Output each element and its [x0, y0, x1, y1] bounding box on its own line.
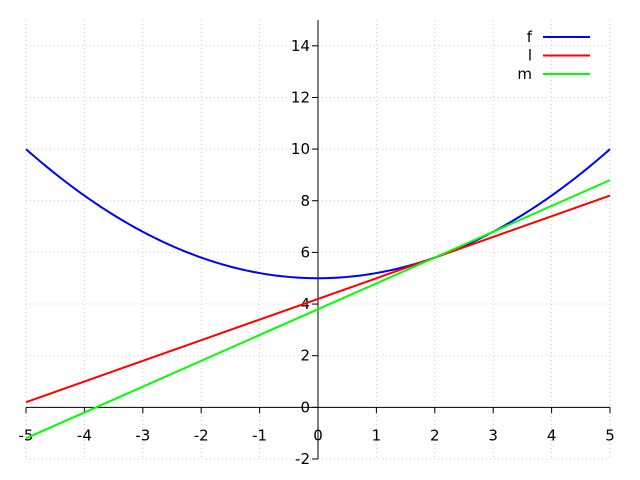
series-line-m: [25, 179, 611, 440]
x-tick-label: -5: [19, 426, 34, 444]
y-tick-label: 12: [291, 88, 310, 106]
axes: [26, 20, 610, 459]
series-line-f: [25, 148, 611, 280]
x-tick-label: 3: [488, 426, 498, 444]
legend-label-f: f: [527, 28, 533, 46]
x-tick-label: 0: [313, 426, 323, 444]
y-tick-label: 8: [300, 192, 310, 210]
legend-label-m: m: [517, 65, 532, 83]
x-tick-label: -2: [194, 426, 209, 444]
y-tick-label: 10: [291, 140, 310, 158]
y-tick-label: 2: [300, 347, 310, 365]
x-tick-label: 5: [605, 426, 615, 444]
legend-label-l: l: [528, 47, 532, 65]
series-lines: [25, 148, 611, 440]
x-tick-label: 1: [372, 426, 382, 444]
y-tick-label: 14: [291, 37, 310, 55]
x-tick-label: -4: [77, 426, 92, 444]
series-line-l: [25, 194, 611, 404]
y-tick-label: 6: [300, 243, 310, 261]
legend: flm: [517, 28, 590, 83]
x-tick-label: -1: [252, 426, 267, 444]
x-tick-label: 4: [547, 426, 557, 444]
x-tick-label: -3: [135, 426, 150, 444]
y-tick-label: 0: [300, 398, 310, 416]
x-tick-label: 2: [430, 426, 440, 444]
y-tick-label: -2: [295, 450, 310, 468]
